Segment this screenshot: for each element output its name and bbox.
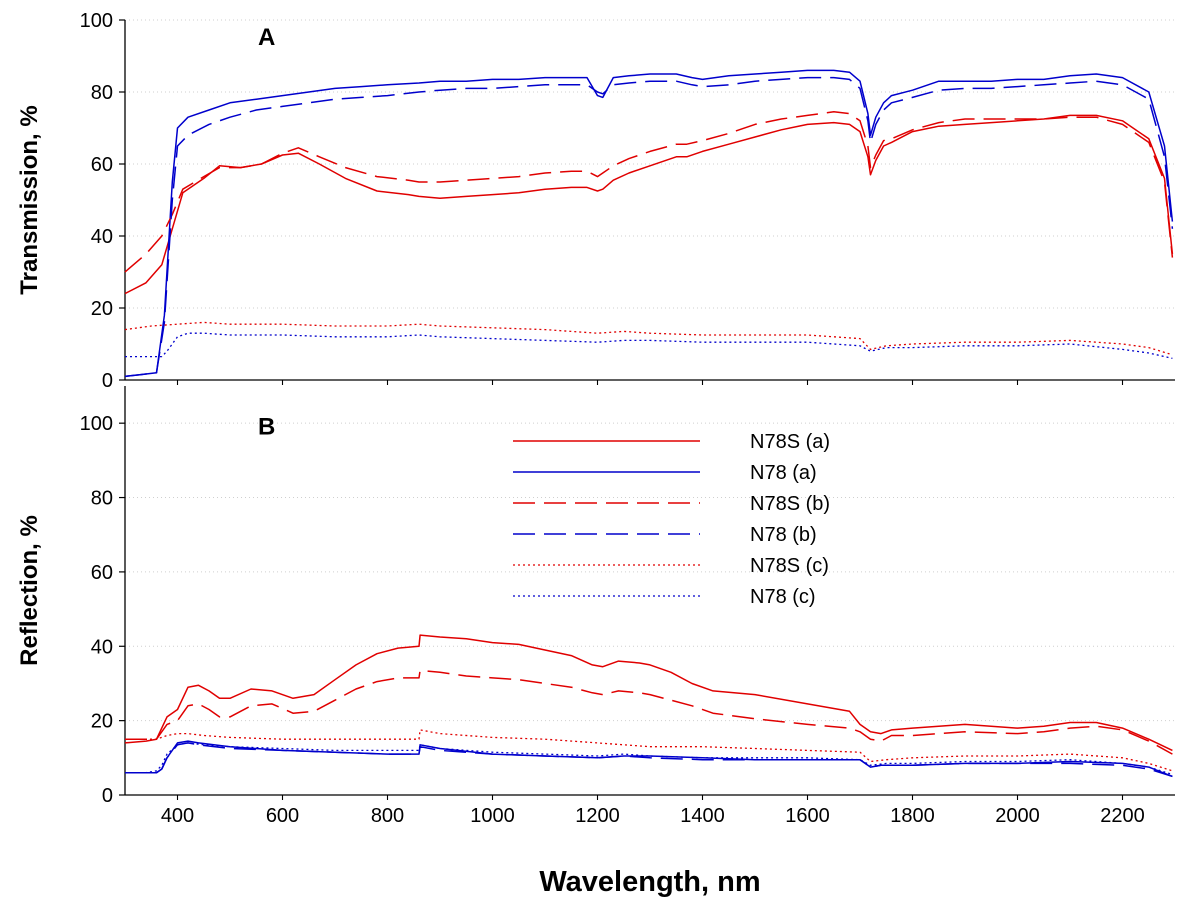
series-line-b-n78s-b <box>125 669 1173 755</box>
x-tick-label-0: 400 <box>161 805 194 827</box>
y-tick-label-a-4: 80 <box>91 82 113 104</box>
legend-label-n78-c: N78 (c) <box>750 586 816 608</box>
y-tick-label-a-3: 60 <box>91 154 113 176</box>
x-tick-label-7: 1800 <box>890 805 935 827</box>
y-axis-label-a: Transmission, % <box>16 105 43 294</box>
x-axis-label: Wavelength, nm <box>539 866 760 898</box>
x-tick-label-6: 1600 <box>785 805 830 827</box>
series-line-a-n78s-b <box>124 111 1174 273</box>
y-tick-label-a-5: 100 <box>80 10 113 32</box>
legend-label-n78-a: N78 (a) <box>750 462 817 484</box>
x-tick-label-8: 2000 <box>995 805 1040 827</box>
y-tick-label-b-2: 40 <box>91 636 113 658</box>
y-tick-label-a-2: 40 <box>91 226 113 248</box>
legend-label-n78s-b: N78S (b) <box>750 493 830 515</box>
series-line-a-n78-a <box>124 69 1174 378</box>
legend: N78S (a) N78 (a) N78S (b) N78 (b) N78S (c) N7… <box>513 431 830 608</box>
series-line-b-n78-b <box>125 742 1173 778</box>
x-tick-label-2: 800 <box>371 805 404 827</box>
y-tick-label-a-1: 20 <box>91 298 113 320</box>
series-line-a-n78-c <box>125 332 1173 360</box>
series-line-b-n78s-c <box>125 729 1173 772</box>
series-line-a-n78s-a <box>124 114 1174 295</box>
panel-label-a: A <box>258 24 275 51</box>
y-tick-label-b-5: 100 <box>80 413 113 435</box>
legend-label-n78s-c: N78S (c) <box>750 555 829 577</box>
y-tick-label-b-0: 0 <box>102 785 113 807</box>
y-tick-label-b-1: 20 <box>91 711 113 733</box>
x-tick-label-9: 2200 <box>1100 805 1145 827</box>
x-tick-label-3: 1000 <box>470 805 515 827</box>
panel-label-b: B <box>258 413 275 440</box>
panel-a: 0 20 40 60 80 100 Transmission, % A <box>16 10 1175 392</box>
x-tick-label-1: 600 <box>266 805 299 827</box>
legend-label-n78s-a: N78S (a) <box>750 431 830 453</box>
series-line-b-n78s-a <box>124 634 1173 752</box>
series-line-b-n78-a <box>125 740 1173 778</box>
series-line-a-n78s-c <box>124 321 1173 356</box>
x-tick-label-5: 1400 <box>680 805 725 827</box>
y-tick-label-b-4: 80 <box>91 488 113 510</box>
x-tick-label-4: 1200 <box>575 805 620 827</box>
panel-b: 0 20 40 60 80 100 Reflection, % B <box>16 386 1175 807</box>
shared-x-axis: 400 600 800 1000 1200 1400 1600 1800 2000 2200 Wav… <box>161 805 1145 898</box>
series-line-a-n78-b <box>124 76 1174 378</box>
y-tick-label-b-3: 60 <box>91 562 113 584</box>
y-tick-label-a-0: 0 <box>102 370 113 392</box>
y-axis-label-b: Reflection, % <box>16 515 43 666</box>
legend-label-n78-b: N78 (b) <box>750 524 817 546</box>
series-line-b-n78-c <box>125 742 1173 776</box>
